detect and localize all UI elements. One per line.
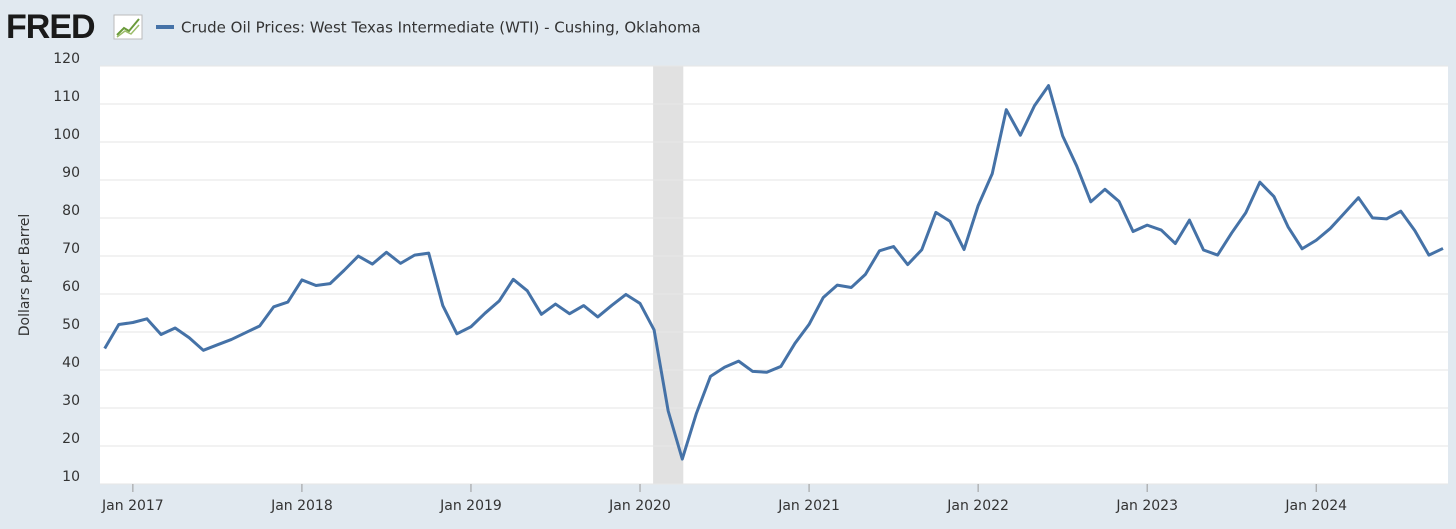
x-tick-label: Jan 2019 <box>439 498 502 514</box>
x-tick-label: Jan 2024 <box>1284 498 1347 514</box>
y-tick-label: 60 <box>62 279 80 295</box>
recession-shade <box>653 66 684 484</box>
y-axis-label: Dollars per Barrel <box>17 214 33 337</box>
y-tick-label: 100 <box>53 127 80 143</box>
plot-area <box>100 66 1448 484</box>
y-tick-label: 50 <box>62 317 80 333</box>
logo: FRED <box>6 8 95 46</box>
y-tick-label: 40 <box>62 355 80 371</box>
x-tick-label: Jan 2021 <box>777 498 840 514</box>
x-tick-label: Jan 2020 <box>608 498 671 514</box>
y-tick-label: 30 <box>62 393 80 409</box>
y-tick-label: 110 <box>53 89 80 105</box>
x-tick-label: Jan 2022 <box>946 498 1009 514</box>
y-tick-label: 90 <box>62 165 80 181</box>
y-tick-label: 70 <box>62 241 80 257</box>
x-tick-label: Jan 2017 <box>101 498 164 514</box>
y-tick-label: 120 <box>53 51 80 67</box>
y-tick-label: 80 <box>62 203 80 219</box>
y-tick-label: 20 <box>62 431 80 447</box>
data-line <box>103 84 1444 461</box>
legend-label: Crude Oil Prices: West Texas Intermediat… <box>181 19 701 37</box>
y-tick-label: 10 <box>62 469 80 485</box>
logo-icon <box>113 14 143 40</box>
x-tick-label: Jan 2018 <box>270 498 333 514</box>
x-tick-label: Jan 2023 <box>1115 498 1178 514</box>
